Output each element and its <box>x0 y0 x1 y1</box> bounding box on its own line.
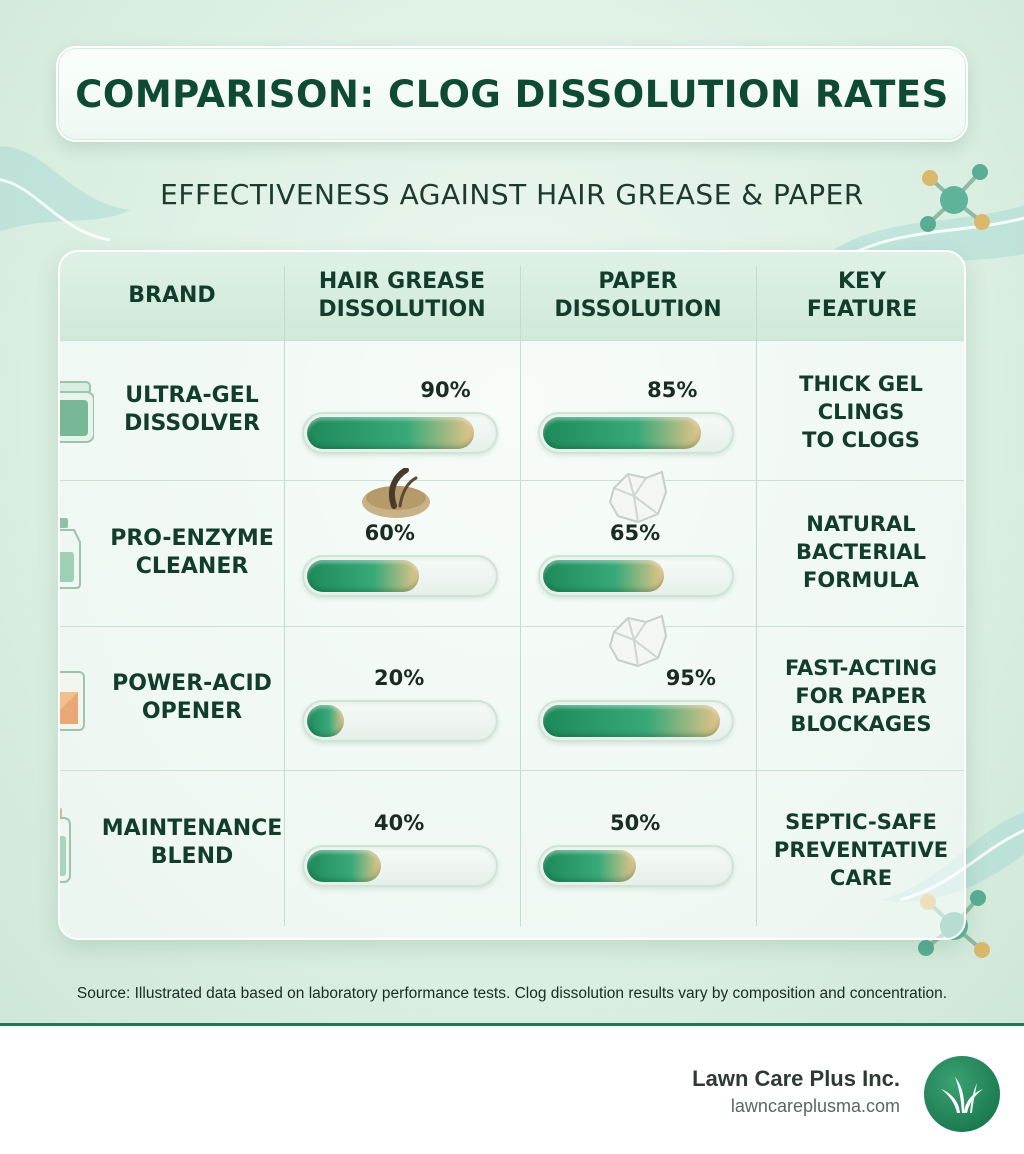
bar-track <box>538 845 734 887</box>
crumpled-paper-icon <box>608 614 668 668</box>
company-name: Lawn Care Plus Inc. <box>692 1066 900 1091</box>
bar-track <box>538 412 734 454</box>
brand-name: PRO-ENZYME CLEANER <box>110 526 274 579</box>
paper-bar <box>543 705 720 737</box>
data-label: 90% <box>420 378 471 402</box>
column-divider <box>756 266 757 926</box>
row-divider <box>60 626 964 627</box>
column-header-key-feature: KEY FEATURE <box>806 269 918 322</box>
column-header-brand: BRAND <box>128 283 216 308</box>
table-row: POWER-ACID OPENER <box>60 626 284 770</box>
company-url[interactable]: lawncareplusma.com <box>730 1096 900 1116</box>
key-feature: FAST-ACTING FOR PAPER BLOCKAGES <box>785 656 937 736</box>
crumpled-paper-icon <box>608 470 668 524</box>
column-header-hair-grease: HAIR GREASE DISSOLUTION <box>318 269 486 322</box>
company-block: Lawn Care Plus Inc. lawncareplusma.com <box>692 1066 900 1117</box>
hair-grease-bar <box>307 560 419 592</box>
paper-bar <box>543 850 636 882</box>
column-divider <box>284 266 285 926</box>
brand-name: MAINTENANCE BLEND <box>101 816 283 869</box>
bar-track <box>302 845 498 887</box>
data-label: 65% <box>609 521 661 545</box>
row-divider <box>60 480 964 481</box>
infographic-background: COMPARISON: CLOG DISSOLUTION RATES EFFEC… <box>0 0 1024 1024</box>
paper-bar <box>543 560 664 592</box>
grass-logo-icon <box>924 1056 1000 1132</box>
data-label: 50% <box>610 811 661 835</box>
column-header-paper: PAPER DISSOLUTION <box>554 269 722 322</box>
bar-track <box>302 412 498 454</box>
brand-name: ULTRA-GEL DISSOLVER <box>124 383 260 436</box>
data-label: 20% <box>374 666 425 690</box>
table-row: PRO-ENZYME CLEANER <box>60 480 284 626</box>
key-feature: SEPTIC-SAFE PREVENTATIVE CARE <box>773 810 949 890</box>
molecule-icon <box>920 164 990 232</box>
footer-divider <box>0 1023 1024 1026</box>
title-banner: COMPARISON: CLOG DISSOLUTION RATES <box>56 46 968 142</box>
slim-bottle-icon <box>60 808 71 883</box>
hair-grease-bar <box>307 850 382 882</box>
data-label: 95% <box>665 666 716 690</box>
hair-grease-bar <box>307 705 345 737</box>
brand-name: POWER-ACID OPENER <box>112 671 272 724</box>
row-divider <box>60 770 964 771</box>
bar-track <box>538 700 734 742</box>
hair-grease-bar <box>307 417 475 449</box>
data-label: 40% <box>374 811 425 835</box>
jug-bottle-icon <box>60 518 81 589</box>
row-divider <box>60 340 964 341</box>
key-feature: THICK GEL CLINGS TO CLOGS <box>799 372 923 452</box>
canister-icon <box>60 671 85 731</box>
data-label: 85% <box>647 378 698 402</box>
column-divider <box>520 266 521 926</box>
hair-follicle-icon <box>362 468 430 518</box>
table-row: ULTRA-GEL DISSOLVER <box>60 340 284 480</box>
source-note: Source: Illustrated data based on labora… <box>76 985 948 1002</box>
table-header <box>60 252 964 340</box>
paper-bar <box>543 417 702 449</box>
chart-title: COMPARISON: CLOG DISSOLUTION RATES <box>75 72 949 116</box>
gel-jar-icon <box>60 381 94 443</box>
table-row: MAINTENANCE BLEND <box>60 770 284 916</box>
bar-track <box>538 555 734 597</box>
comparison-table: BRAND HAIR GREASE DISSOLUTION PAPER DISS… <box>58 250 966 940</box>
grass-blades-icon <box>941 1077 983 1113</box>
chart-subtitle: EFFECTIVENESS AGAINST HAIR GREASE & PAPE… <box>160 178 864 211</box>
key-feature: NATURAL BACTERIAL FORMULA <box>796 512 926 592</box>
bar-track <box>302 700 498 742</box>
data-label: 60% <box>364 521 415 545</box>
bar-track <box>302 555 498 597</box>
